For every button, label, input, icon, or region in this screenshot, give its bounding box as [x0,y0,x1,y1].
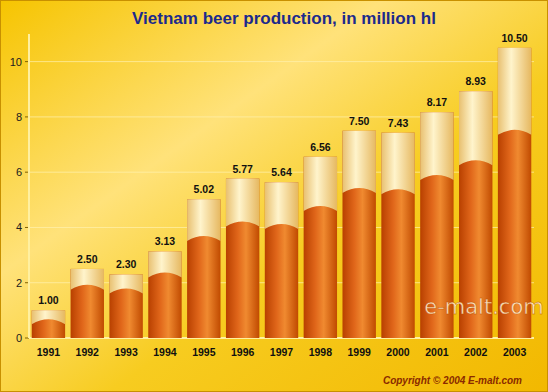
bar-foam [498,48,531,135]
bar-foam [71,269,104,290]
data-label: 1.00 [38,294,59,306]
y-tick-label: 4 [16,221,22,233]
y-tick-label: 6 [16,166,22,178]
chart-svg: 0 2 4 6 8 10 1.00 2.50 2.30 3.13 5.02 5.77 5.64 6.56 7… [0,0,548,392]
bar-foam [420,112,453,180]
bar-foam [226,179,259,227]
bar-foam [32,310,65,324]
data-label: 6.56 [310,141,331,153]
bar [109,274,142,338]
x-tick-label: 1996 [231,346,255,358]
bar [304,157,337,338]
bar [342,131,375,338]
y-tick-label: 0 [16,332,22,344]
data-label: 7.50 [349,115,370,127]
bar [148,251,181,338]
x-tick-label: 2002 [464,346,488,358]
bar-foam [109,274,142,293]
bar-foam [148,251,181,277]
data-label: 3.13 [155,235,176,247]
x-tick-label: 1998 [309,346,333,358]
y-tick-label: 10 [10,56,22,68]
x-tick-label: 1992 [76,346,100,358]
background [0,0,548,392]
bar [381,133,414,338]
bar-foam [304,157,337,211]
x-tick-label: 1993 [114,346,138,358]
y-tick-label: 2 [16,277,22,289]
data-label: 2.30 [116,258,137,270]
x-tick-label: 1999 [348,346,372,358]
x-tick-label: 1991 [37,346,61,358]
bar-foam [459,91,492,165]
y-tick-label: 8 [16,111,22,123]
title: Vietnam beer production, in million hl [132,9,436,28]
data-label: 10.50 [501,32,527,44]
data-label: 7.43 [388,117,409,129]
data-label: 5.64 [271,166,292,178]
x-tick-label: 2001 [425,346,449,358]
data-label: 8.93 [466,75,487,87]
bar [187,199,220,338]
data-label: 5.02 [194,183,215,195]
grid-line [29,116,534,117]
copyright: Copyright © 2004 E-malt.com [383,375,522,386]
bar-foam [187,199,220,241]
data-label: 2.50 [77,253,98,265]
bar-foam [342,131,375,193]
bar-foam [265,182,298,229]
x-tick-label: 1994 [153,346,177,358]
x-tick-label: 2000 [386,346,410,358]
x-tick-label: 1995 [192,346,216,358]
bar [226,179,259,338]
data-label: 8.17 [427,96,448,108]
chart-root: 0 2 4 6 8 10 1.00 2.50 2.30 3.13 5.02 5.77 5.64 6.56 7… [0,0,548,392]
x-tick-label: 1997 [270,346,294,358]
bar [32,310,65,338]
x-tick-label: 2003 [503,346,527,358]
y-axis [28,34,30,338]
watermark: e-malt.com [424,295,543,319]
data-label: 5.77 [232,163,253,175]
grid-line [29,61,534,62]
bar [265,182,298,338]
frame [1,1,548,392]
bar [71,269,104,338]
bar-foam [381,133,414,195]
